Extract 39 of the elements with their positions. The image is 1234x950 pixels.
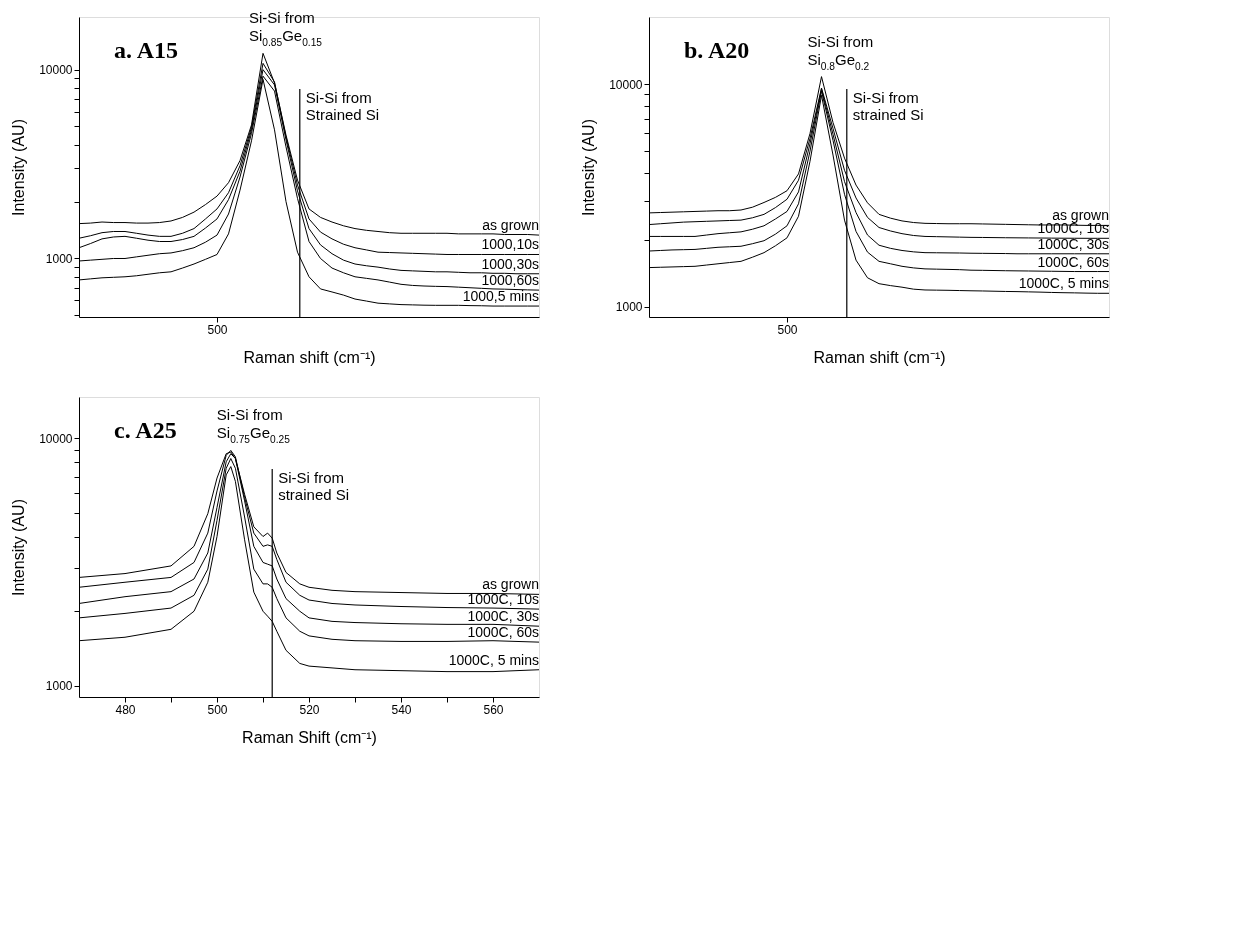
series-label: 1000C, 5 mins: [448, 651, 539, 668]
series-label: 1000C, 60s: [467, 624, 539, 641]
annotation: a. A15: [114, 37, 179, 63]
series-label: 1000C, 60s: [1037, 253, 1109, 270]
y-axis-title: Intensity (AU): [580, 119, 598, 216]
y-tick-label: 10000: [609, 77, 643, 92]
x-axis-title: Raman shift (cm⁻¹): [813, 348, 946, 366]
series-label: 1000C, 30s: [1037, 235, 1109, 252]
series-label: 1000,5 mins: [462, 288, 539, 305]
annotation: Si-Si from Strained Si: [305, 89, 380, 123]
series-label: as grown: [482, 576, 539, 593]
x-tick-label: 520: [299, 702, 320, 717]
ref-line-label: Si-Si from strained Si: [278, 469, 350, 503]
annotation: Si-Si from strained Si: [852, 89, 924, 123]
series-label: as grown: [482, 217, 539, 234]
x-tick-label: 500: [207, 702, 228, 717]
x-axis-title: Raman Shift (cm⁻¹): [242, 728, 377, 746]
series-label: 1000C, 5 mins: [1018, 275, 1109, 292]
y-tick-label: 10000: [39, 431, 73, 446]
y-axis-title: Intensity (AU): [10, 499, 28, 596]
annotation: c. A25: [114, 417, 177, 443]
y-tick-label: 1000: [615, 300, 643, 315]
x-tick-label: 540: [391, 702, 412, 717]
annotation: b. A20: [684, 37, 750, 63]
series-label: as grown: [1052, 207, 1109, 224]
series-label: 1000,30s: [481, 255, 539, 272]
x-tick-label: 500: [207, 322, 228, 337]
x-tick-label: 560: [483, 702, 504, 717]
y-tick-label: 1000: [45, 679, 73, 694]
series-label: 1000C, 10s: [467, 591, 539, 608]
x-tick-label: 500: [777, 322, 798, 337]
x-axis-title: Raman shift (cm⁻¹): [243, 348, 376, 366]
series-label: 1000,60s: [481, 272, 539, 289]
y-tick-label: 10000: [39, 63, 73, 78]
series-label: 1000,10s: [481, 236, 539, 253]
series-label: 1000C, 30s: [467, 608, 539, 625]
x-tick-label: 480: [115, 702, 136, 717]
y-axis-title: Intensity (AU): [10, 119, 28, 216]
y-tick-label: 1000: [45, 251, 73, 266]
